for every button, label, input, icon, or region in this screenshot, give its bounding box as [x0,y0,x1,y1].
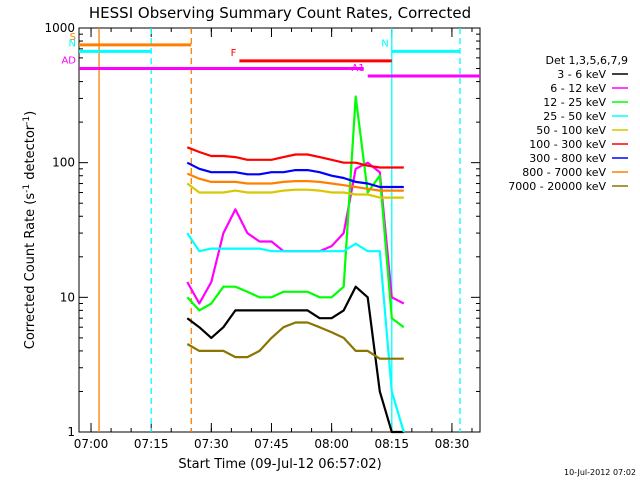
y-axis-label-sup: -1 [22,184,32,193]
footer-timestamp: 10-Jul-2012 07:02 [564,468,636,477]
series-line [186,95,405,329]
series-line [186,182,404,199]
series-line [186,321,404,360]
series-lines [186,95,405,434]
flag-label: F [231,48,237,59]
series-line [186,161,404,189]
series-line [186,172,404,192]
legend-label: 100 - 300 keV [529,138,606,151]
x-tick-label: 07:30 [194,437,229,451]
y-tick-label: 1000 [44,21,75,35]
x-axis-label: Start Time (09-Jul-12 06:57:02) [178,457,381,472]
series-line [186,146,404,169]
x-tick-label: 07:00 [74,437,109,451]
legend-label: 7000 - 20000 keV [508,180,606,193]
legend-header: Det 1,3,5,6,7,9 [545,54,628,67]
flag-label: AD [61,56,76,67]
y-axis-label: Corrected Count Rate (s-1 detector-1) [22,111,38,349]
legend-label: 12 - 25 keV [543,96,606,109]
legend-label: 300 - 800 keV [529,152,606,165]
flag-label: N [69,38,76,49]
legend-label: 50 - 100 keV [536,124,606,137]
x-tick-label: 08:00 [314,437,349,451]
x-tick-label: 07:45 [254,437,289,451]
y-tick-label: 100 [52,156,75,170]
flag-label: N [381,38,388,49]
vertical-markers [98,28,461,432]
y-axis-label-part: detector [23,124,38,184]
x-tick-label: 07:15 [134,437,169,451]
flag-label: S [70,32,76,43]
y-tick-label: 1 [67,425,75,439]
legend-label: 6 - 12 keV [550,82,606,95]
y-axis: 1 10 100 1000 [44,21,480,439]
y-axis-label-part: ) [23,111,38,116]
x-tick-label: 08:30 [435,437,470,451]
x-tick-label: 08:15 [374,437,409,451]
plot-area-frame [78,27,481,433]
y-axis-label-sup: -1 [22,116,32,125]
series-line [186,232,405,433]
y-tick-label: 10 [60,290,75,304]
flag-label: A1 [352,63,365,74]
series-line [186,285,404,434]
legend-label: 800 - 7000 keV [522,166,606,179]
chart-title: HESSI Observing Summary Count Rates, Cor… [89,4,471,22]
legend-label: 3 - 6 keV [557,68,606,81]
y-axis-label-part: Corrected Count Rate (s [23,193,38,350]
x-axis: 07:00 07:15 07:30 07:45 08:00 08:15 08:30 [74,28,473,451]
legend-label: 25 - 50 keV [543,110,606,123]
